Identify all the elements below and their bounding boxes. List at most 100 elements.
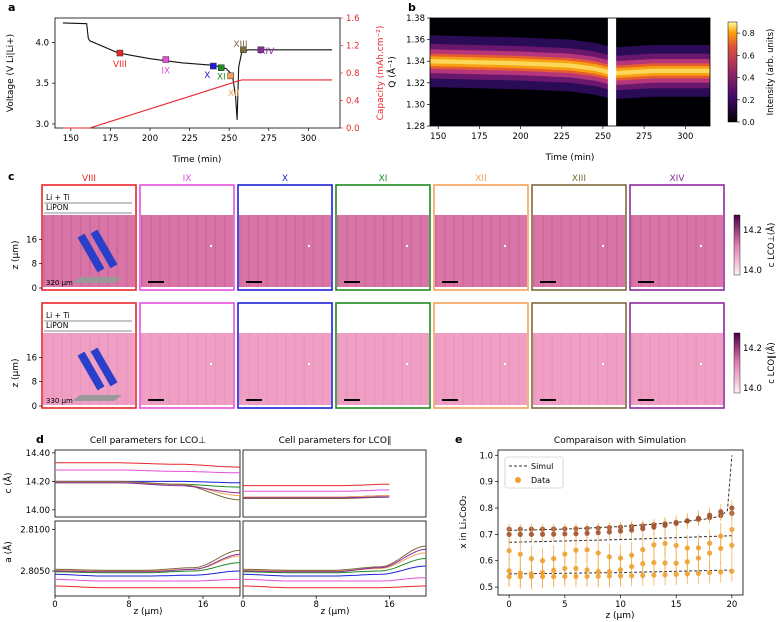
c-ctick-label: 14.2 xyxy=(743,226,762,236)
c-map-stripe xyxy=(704,215,707,287)
c-layer-liti: Li + Ti xyxy=(46,193,70,202)
panel-a-y2label: Capacity (mAh.cm⁻²) xyxy=(376,26,386,121)
a-marker-label-XII: XII xyxy=(228,89,239,99)
panel-d-xlabel-par: z (μm) xyxy=(320,607,349,617)
c-map-stripe xyxy=(517,215,520,287)
c-map-stripe xyxy=(383,333,385,405)
c-map-stripe xyxy=(98,215,100,287)
a-y2tick-label: 0.0 xyxy=(346,124,360,134)
c-ctick-label: 14.0 xyxy=(743,266,762,276)
b-ytick-label: 1.30 xyxy=(406,100,425,110)
c-frame-XI xyxy=(335,302,431,409)
c-map-stripe xyxy=(187,333,189,405)
a-marker-XI xyxy=(218,64,225,71)
c-map-stripe xyxy=(490,333,492,405)
e-data-point xyxy=(662,540,668,547)
c-pixel xyxy=(700,245,702,247)
c-pixel xyxy=(308,245,310,247)
c-map-stripe xyxy=(667,333,670,405)
c-map-stripe xyxy=(410,333,413,405)
c-map-stripe xyxy=(551,215,553,287)
e-data-point xyxy=(595,573,601,579)
c-map-stripe xyxy=(303,333,305,405)
e-data-point xyxy=(718,545,724,552)
panel-b-xlabel: Time (min) xyxy=(545,153,595,163)
panel-e-title: Comparaison with Simulation xyxy=(554,436,686,446)
c-map-stripe xyxy=(401,215,403,287)
c-map-stripe xyxy=(481,333,483,405)
e-data-point xyxy=(606,529,612,535)
e-ytick-label: 0.9 xyxy=(479,478,493,488)
d-a-line-perp-IX xyxy=(54,578,241,582)
c-map-stripe xyxy=(79,333,82,405)
e-data-point xyxy=(684,559,690,565)
e-ytick-label: 0.7 xyxy=(479,530,493,540)
c-map-stripe xyxy=(508,333,511,405)
c-map-stripe xyxy=(508,215,511,287)
d-frame-top-par xyxy=(242,449,427,518)
c-map-stripe xyxy=(435,215,437,287)
a-y2tick-label: 1.6 xyxy=(346,14,360,24)
e-xtick-label: 10 xyxy=(615,600,626,610)
e-data-point xyxy=(684,518,690,524)
e-data-point xyxy=(606,573,612,579)
c-pixel xyxy=(504,363,506,365)
a-marker-X xyxy=(210,62,217,70)
e-data-point xyxy=(695,570,702,576)
c-pixel xyxy=(602,363,604,365)
c-map-stripe xyxy=(471,215,474,287)
c-ylabel: z (μm) xyxy=(11,240,21,269)
c-map-stripe xyxy=(444,333,446,405)
d-xtick-label: 16 xyxy=(384,600,395,610)
e-data-point xyxy=(506,573,512,580)
c-map-stripe xyxy=(248,333,250,405)
d-a-line-par-XI xyxy=(242,558,427,574)
c-map-stripe xyxy=(223,333,226,405)
c-scalebar xyxy=(442,399,458,401)
a-xtick-label: 250 xyxy=(221,134,237,144)
b-xtick-label: 175 xyxy=(471,132,487,142)
e-data-point xyxy=(718,569,724,575)
c-pixel xyxy=(210,363,212,365)
b-xtick-label: 250 xyxy=(595,132,611,142)
panel-label-c: c xyxy=(8,170,15,183)
e-data-point xyxy=(517,551,523,557)
d-frame-top-perp xyxy=(54,449,241,518)
c-map-stripe xyxy=(125,215,128,287)
e-data-point xyxy=(617,528,624,534)
a-marker-IX xyxy=(162,56,170,63)
c-map-stripe xyxy=(239,333,241,405)
e-data-point xyxy=(528,573,535,580)
c-scalebar xyxy=(344,281,360,283)
e-data-point xyxy=(651,524,657,530)
d-xtick-label: 0 xyxy=(240,600,245,610)
a-xtick-label: 300 xyxy=(300,134,316,144)
c-map-stripe xyxy=(401,333,403,405)
c-substrate-icon xyxy=(72,395,122,401)
c-map-stripe xyxy=(686,215,688,287)
c-map-stripe xyxy=(205,215,207,287)
a-ytick-label: 3.5 xyxy=(35,79,49,89)
b-gap xyxy=(607,18,617,126)
c-scale-label: 320 μm xyxy=(46,279,73,287)
panel-e-xlabel: z (μm) xyxy=(605,611,634,621)
c-map-stripe xyxy=(177,333,180,405)
c-col-label-XII: XII xyxy=(475,174,486,184)
c-ztick-label: 0 xyxy=(32,284,37,294)
c-col-label-XIV: XIV xyxy=(670,174,686,184)
e-ytick-label: 1.0 xyxy=(479,451,493,461)
panel-label-d: d xyxy=(36,433,44,446)
panel-b-colorbar-label: Intensity (arb. units) xyxy=(766,29,776,116)
c-frame-X xyxy=(237,302,333,409)
c-scalebar xyxy=(344,399,360,401)
c-map-stripe xyxy=(355,215,357,287)
c-map-stripe xyxy=(686,333,688,405)
c-map-stripe xyxy=(346,215,348,287)
a-marker-label-IX: IX xyxy=(161,67,170,77)
b-xtick-label: 200 xyxy=(512,132,528,142)
c-scale-label: 330 μm xyxy=(46,397,73,405)
e-data-point xyxy=(673,520,679,526)
panel-d-ylabel-a: a (Å) xyxy=(2,541,14,563)
d-ytick-label: 14.00 xyxy=(26,506,50,516)
